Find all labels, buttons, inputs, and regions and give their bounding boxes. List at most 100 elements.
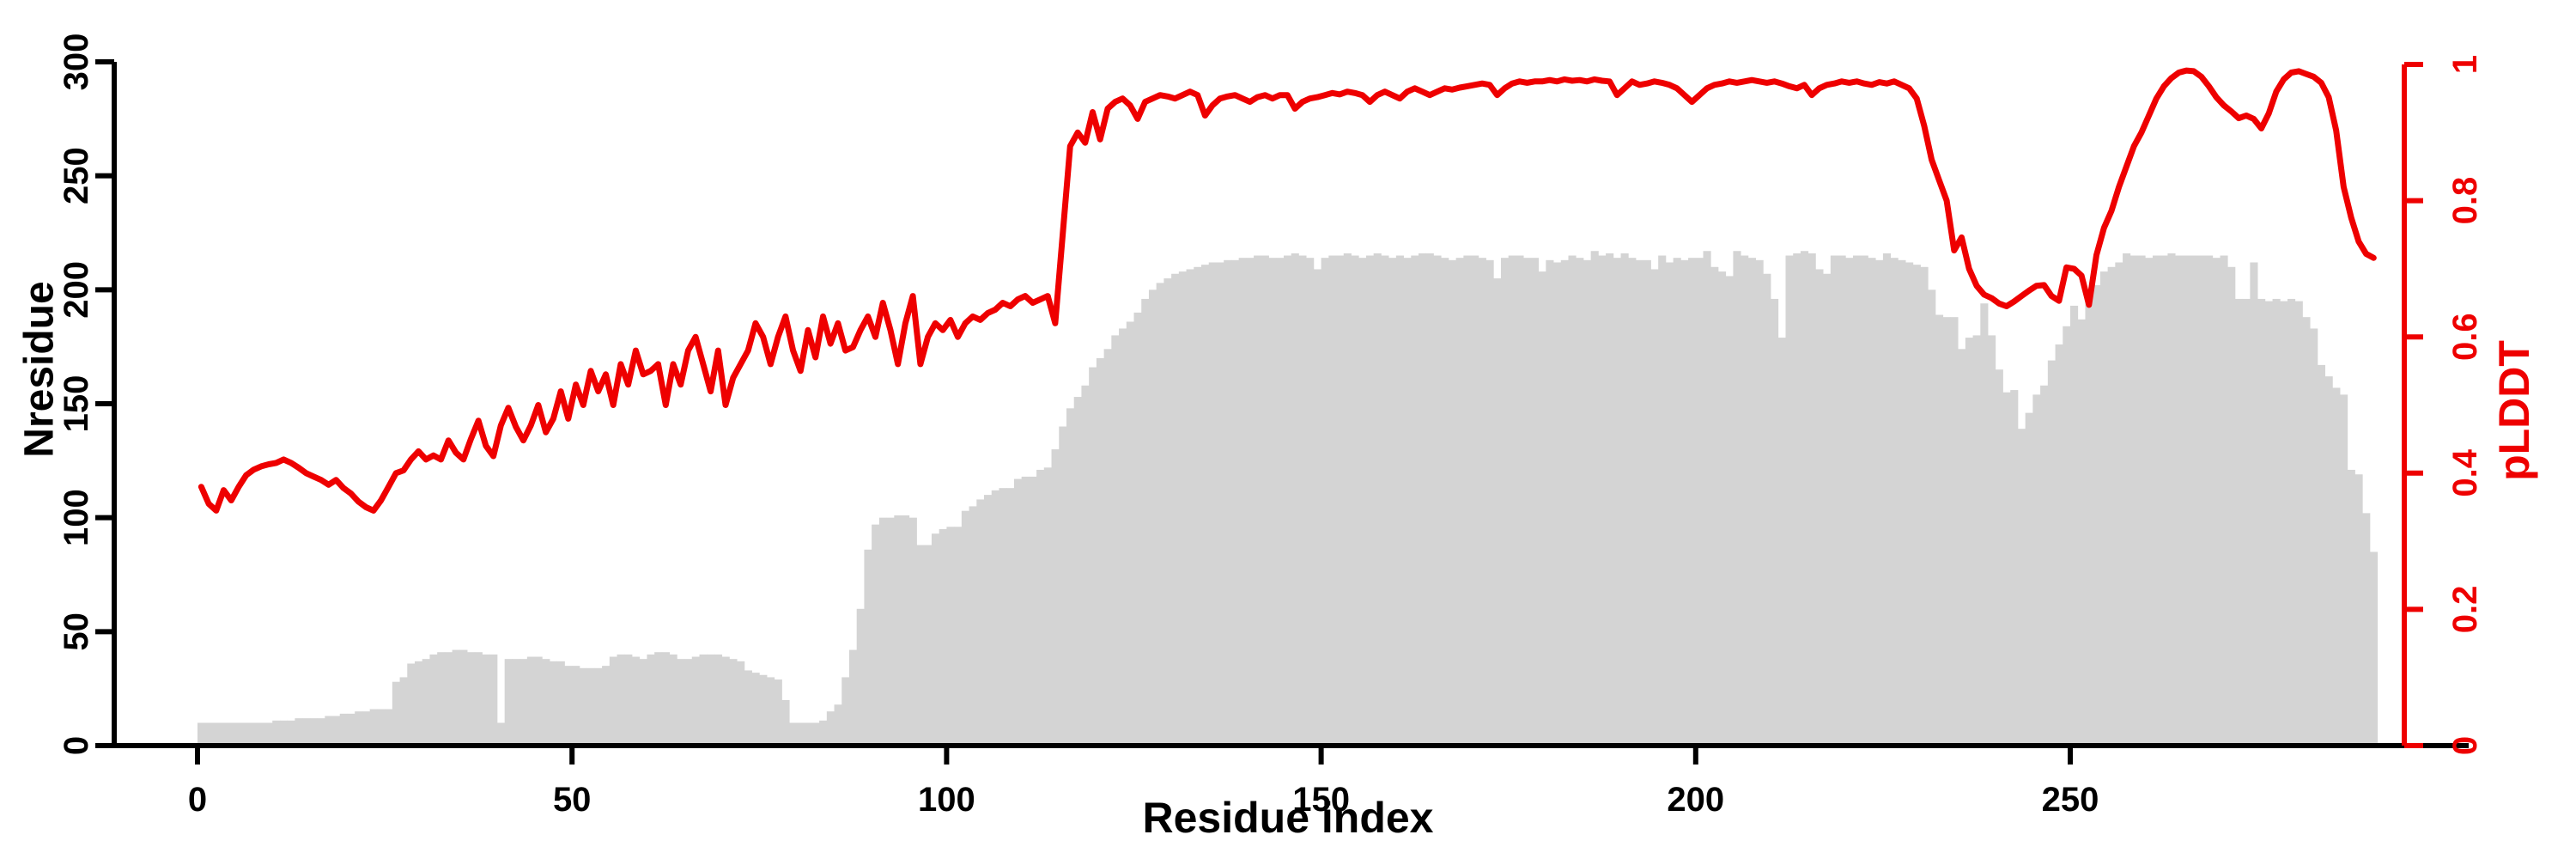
- bar-residue-181: [1546, 259, 1554, 746]
- bar-residue-163: [1411, 255, 1419, 746]
- bar-residue-273: [2234, 298, 2244, 746]
- bar-residue-94: [894, 515, 902, 746]
- x-tick-label: 50: [553, 781, 592, 819]
- bar-residue-74: [744, 670, 752, 746]
- bar-residue-139: [1230, 259, 1240, 746]
- bar-residue-150: [1313, 269, 1321, 746]
- bar-residue-15: [302, 718, 311, 746]
- bar-residue-2: [204, 722, 213, 746]
- bar-residue-59: [631, 656, 641, 746]
- bar-residue-277: [2264, 301, 2273, 746]
- bar-residue-188: [1598, 255, 1607, 746]
- bar-residue-138: [1224, 259, 1232, 746]
- bar-residue-137: [1216, 262, 1224, 746]
- bar-residue-119: [1081, 385, 1090, 746]
- bar-residue-44: [519, 659, 528, 746]
- x-tick-label: 150: [1292, 781, 1350, 819]
- bar-residue-6: [234, 722, 243, 746]
- bar-residue-21: [347, 713, 355, 746]
- bar-residue-256: [2107, 266, 2116, 746]
- y-tick-label: 150: [58, 375, 95, 433]
- bar-residue-257: [2115, 262, 2123, 746]
- bar-residue-70: [714, 654, 723, 746]
- y-tick-label: 50: [58, 612, 95, 651]
- bar-residue-166: [1433, 255, 1442, 746]
- bar-residue-51: [572, 666, 580, 746]
- bar-residue-253: [2085, 289, 2093, 746]
- bar-residue-42: [504, 659, 513, 746]
- y-tick-label: 0: [58, 736, 95, 755]
- bar-residue-218: [1823, 273, 1832, 746]
- bar-residue-75: [751, 673, 760, 746]
- bar-residue-207: [1741, 255, 1749, 746]
- bar-residue-125: [1126, 321, 1134, 746]
- bar-residue-132: [1178, 271, 1187, 746]
- bar-residue-101: [946, 527, 955, 746]
- bar-residue-136: [1208, 262, 1217, 746]
- bar-residue-275: [2250, 262, 2258, 746]
- bar-residue-11: [272, 720, 281, 746]
- bar-residue-134: [1194, 266, 1202, 746]
- bar-residue-203: [1710, 266, 1719, 746]
- bar-residue-237: [1965, 338, 1973, 746]
- bar-residue-52: [579, 667, 588, 746]
- bar-residue-223: [1860, 255, 1868, 746]
- bar-residue-280: [2287, 298, 2296, 746]
- bar-residue-176: [1508, 255, 1516, 746]
- bar-residue-14: [295, 718, 303, 746]
- bar-residue-247: [2040, 385, 2049, 746]
- bar-residue-155: [1351, 255, 1359, 746]
- bar-residue-89: [856, 608, 865, 746]
- bar-residue-242: [2002, 392, 2011, 746]
- bar-residue-116: [1059, 426, 1067, 746]
- bar-residue-229: [1905, 262, 1914, 746]
- bar-residue-285: [2324, 376, 2333, 746]
- bar-residue-93: [886, 517, 895, 746]
- bar-residue-86: [834, 704, 842, 746]
- y-tick-label: 250: [58, 147, 95, 204]
- bar-residue-140: [1238, 258, 1247, 746]
- bar-residue-201: [1695, 258, 1704, 746]
- bar-residue-194: [1643, 259, 1651, 746]
- bar-residue-4: [220, 722, 228, 746]
- right-tick-label: 0.6: [2446, 313, 2484, 361]
- bar-residue-148: [1298, 255, 1307, 746]
- bar-residue-124: [1119, 328, 1127, 746]
- bar-residue-195: [1650, 269, 1659, 746]
- bar-residue-47: [542, 659, 550, 746]
- bar-residue-60: [639, 659, 647, 746]
- bar-residue-182: [1553, 262, 1562, 746]
- bar-residue-220: [1838, 255, 1846, 746]
- bar-residue-135: [1201, 265, 1210, 746]
- y-tick-label: 100: [58, 489, 95, 546]
- bar-residue-272: [2227, 266, 2236, 746]
- bar-residue-252: [2077, 319, 2086, 746]
- bar-residue-40: [489, 654, 498, 746]
- bar-residue-197: [1665, 262, 1674, 746]
- bar-residue-208: [1747, 258, 1756, 746]
- bar-residue-215: [1800, 251, 1809, 746]
- bar-residue-16: [309, 718, 318, 746]
- bar-residue-173: [1485, 259, 1494, 746]
- bar-residue-145: [1276, 258, 1285, 746]
- bar-residue-133: [1186, 269, 1194, 746]
- bar-residue-152: [1328, 255, 1337, 746]
- bar-residue-45: [526, 656, 535, 746]
- bar-residue-154: [1343, 253, 1352, 746]
- bar-residue-78: [774, 679, 782, 746]
- bar-residue-227: [1890, 258, 1899, 746]
- bar-residue-172: [1478, 258, 1486, 746]
- bar-residue-39: [482, 654, 490, 746]
- bar-residue-236: [1958, 349, 1966, 746]
- bar-residue-149: [1306, 258, 1315, 746]
- bar-residue-206: [1733, 251, 1741, 746]
- bar-residue-279: [2280, 301, 2288, 746]
- bar-residue-53: [586, 667, 595, 746]
- bar-residue-281: [2294, 301, 2303, 746]
- bar-residue-146: [1283, 255, 1292, 746]
- bar-residue-233: [1935, 314, 1944, 746]
- bar-residue-164: [1419, 253, 1427, 746]
- bar-residue-58: [624, 654, 633, 746]
- bar-residue-72: [729, 659, 738, 746]
- bar-residue-67: [691, 656, 700, 746]
